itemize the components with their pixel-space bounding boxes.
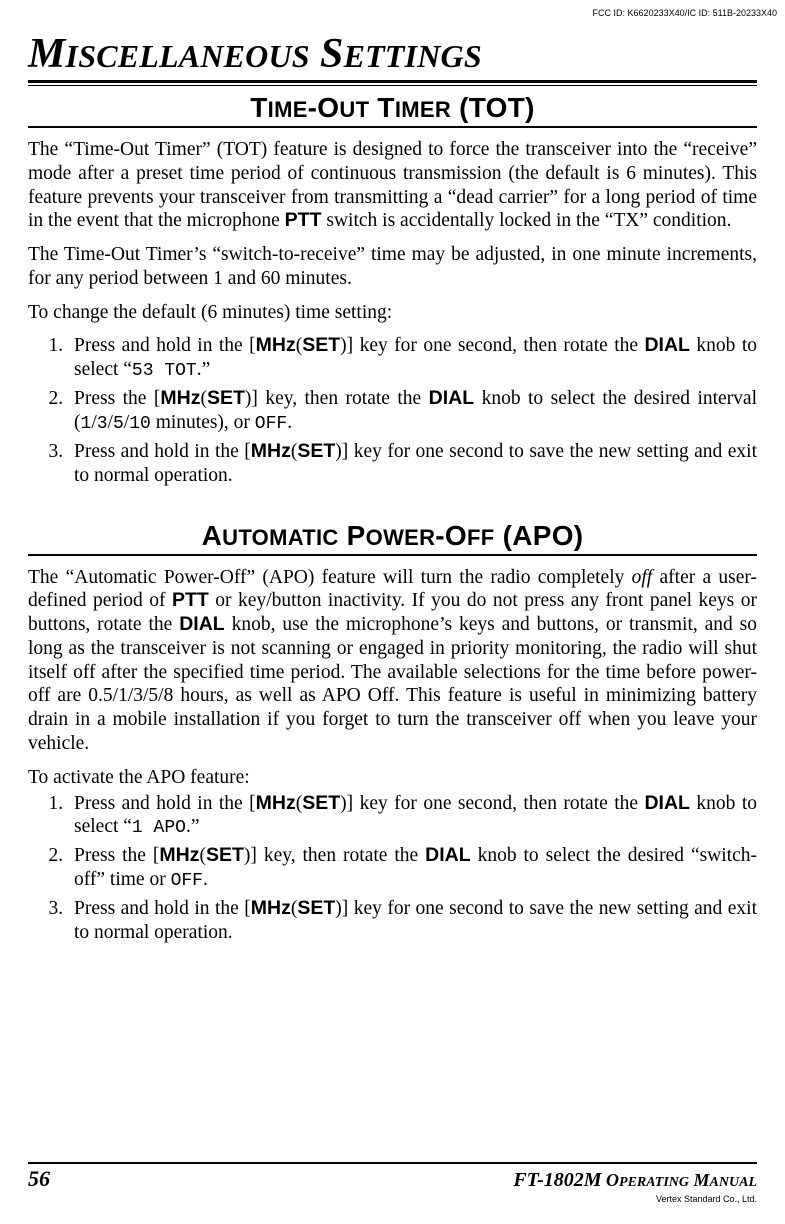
apo-step3: Press and hold in the [MHz(SET)] key for… [68,897,757,945]
fm-m: M [689,1170,710,1190]
t3a: Press and hold in the [ [74,441,251,462]
h-t: T [250,92,267,123]
footer-page: 56 [28,1166,50,1192]
footer-rule [28,1162,757,1164]
t2e: )] key, then rotate the [245,388,429,409]
title-cap1: M [28,31,66,77]
rule-thick [28,80,757,83]
t2d: SET [207,387,245,409]
t3d: SET [297,440,335,462]
tot-p1: The “Time-Out Timer” (TOT) feature is de… [28,138,757,233]
fm-o: O [602,1170,620,1190]
ap1a: The “Automatic Power-Off” (APO) feature … [28,567,632,588]
h-paren: (TOT) [451,92,535,123]
footer-line: 56 FT-1802M OPERATING MANUAL [28,1166,757,1192]
a1a: Press and hold in the [ [74,793,256,814]
ap1b: off [632,567,653,588]
tot-p1-b: PTT [285,209,322,231]
t2n: 10 [129,414,151,434]
t1a: Press and hold in the [ [74,335,256,356]
tot-step2: Press the [MHz(SET)] key, then rotate th… [68,387,757,436]
h-ut: UT [339,97,369,122]
t1d: SET [302,334,340,356]
apo-steps: Press and hold in the [MHz(SET)] key for… [28,792,757,945]
a2h: OFF [171,871,203,891]
section-heading-apo: AUTOMATIC POWER-OFF (APO) [28,520,757,556]
h-ime: IME [268,97,308,122]
a2i: . [203,869,208,890]
a2f: DIAL [425,844,471,866]
apo-step2: Press the [MHz(SET)] key, then rotate th… [68,844,757,893]
tot-step3: Press and hold in the [MHz(SET)] key for… [68,440,757,488]
tot-p1-c: switch is accidentally locked in the “TX… [322,210,732,231]
tot-p2: The Time-Out Timer’s “switch-to-receive”… [28,243,757,291]
footer-manual: FT-1802M OPERATING MANUAL [513,1169,757,1192]
ha-paren: (APO) [495,520,584,551]
t2b: MHz [160,387,200,409]
title-rest1: ISCELLANEOUS [66,38,310,74]
page: FCC ID: K6620233X40/IC ID: 511B-20233X40… [0,0,785,1224]
title-rest2: ETTINGS [344,38,482,74]
h-dash: -O [308,92,340,123]
a1h: 1 APO [132,818,186,838]
a3d: SET [297,897,335,919]
ha-a: A [202,520,223,551]
ap1d: PTT [172,589,209,611]
ha-o: OWER [366,525,436,550]
apo-p1: The “Automatic Power-Off” (APO) feature … [28,566,757,756]
h-imer: IMER [395,97,451,122]
fm-an: ANUAL [710,1175,757,1190]
t2h: 1 [81,414,92,434]
a1i: .” [186,816,200,837]
main-title: MISCELLANEOUS SETTINGS [28,30,757,78]
ha-d: -O [435,520,467,551]
tot-steps: Press and hold in the [MHz(SET)] key for… [28,334,757,487]
t2j: 3 [97,414,108,434]
fm-per: PERATING [619,1175,689,1190]
a2b: MHz [159,844,199,866]
apo-step1: Press and hold in the [MHz(SET)] key for… [68,792,757,841]
a1f: DIAL [644,792,690,814]
t2f: DIAL [429,387,475,409]
title-cap2: S [320,31,344,77]
a3b: MHz [251,897,291,919]
t3b: MHz [251,440,291,462]
footer: 56 FT-1802M OPERATING MANUAL Vertex Stan… [28,1162,757,1204]
a2d: SET [206,844,244,866]
a3a: Press and hold in the [ [74,898,251,919]
tot-step1: Press and hold in the [MHz(SET)] key for… [68,334,757,383]
tot-p3: To change the default (6 minutes) time s… [28,301,757,325]
ap1f: DIAL [179,613,225,635]
footer-company: Vertex Standard Co., Ltd. [28,1194,757,1204]
a1e: )] key for one second, then rotate the [340,793,644,814]
section-heading-tot: TIME-OUT TIMER (TOT) [28,92,757,128]
h-sp: T [369,92,394,123]
rule-thin [28,85,757,86]
t2l: 5 [113,414,124,434]
ha-u: UTOMATIC [222,525,338,550]
t2o: minutes), or [151,412,255,433]
t1f: DIAL [644,334,690,356]
t2p: OFF [255,414,287,434]
t1i: .” [197,359,211,380]
t1e: )] key for one second, then rotate the [340,335,644,356]
a1b: MHz [256,792,296,814]
t2a: Press the [ [74,388,160,409]
fm-model: FT-1802M [513,1169,601,1191]
t1b: MHz [256,334,296,356]
apo-p2: To activate the APO feature: [28,766,757,790]
section-sep [28,492,757,516]
ha-f: FF [467,525,494,550]
ha-p: P [339,520,366,551]
t2q: . [287,412,292,433]
a2e: )] key, then rotate the [244,845,425,866]
a2a: Press the [ [74,845,159,866]
t1h: 53 TOT [132,361,197,381]
a1d: SET [302,792,340,814]
header-fcc-id: FCC ID: K6620233X40/IC ID: 511B-20233X40 [593,8,777,18]
